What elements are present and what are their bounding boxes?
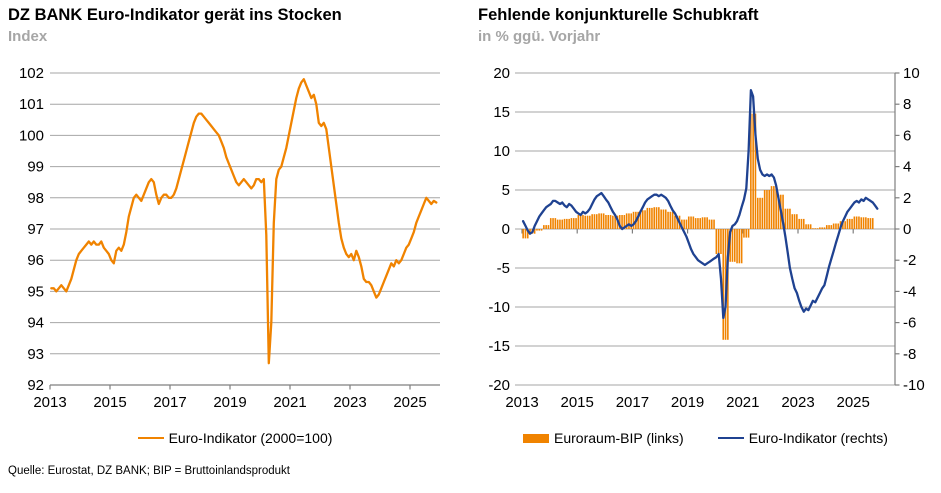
svg-text:6: 6 bbox=[903, 127, 911, 144]
svg-text:10: 10 bbox=[903, 65, 920, 82]
svg-text:2023: 2023 bbox=[333, 394, 366, 411]
svg-text:102: 102 bbox=[19, 65, 44, 82]
svg-text:2015: 2015 bbox=[561, 394, 594, 411]
svg-text:0: 0 bbox=[502, 221, 510, 238]
orange-line-swatch-icon bbox=[137, 437, 164, 439]
blue-line-swatch-icon bbox=[717, 437, 744, 439]
svg-text:2019: 2019 bbox=[213, 394, 246, 411]
right-chart-subtitle: in % ggü. Vorjahr bbox=[478, 28, 601, 45]
svg-text:98: 98 bbox=[27, 190, 44, 207]
svg-text:-20: -20 bbox=[488, 377, 510, 394]
legend-item-euroraum-bip: Euroraum-BIP (links) bbox=[523, 430, 684, 446]
svg-text:15: 15 bbox=[493, 104, 510, 121]
legend-label: Euroraum-BIP (links) bbox=[554, 430, 684, 446]
legend-item-euro-indikator-rechts: Euro-Indikator (rechts) bbox=[717, 430, 888, 446]
svg-text:-10: -10 bbox=[903, 377, 925, 394]
right-chart-panel: Fehlende konjunkturelle Schubkraft in % … bbox=[470, 0, 941, 460]
svg-text:8: 8 bbox=[903, 96, 911, 113]
legend-label: Euro-Indikator (2000=100) bbox=[168, 430, 333, 446]
svg-text:99: 99 bbox=[27, 159, 44, 176]
svg-text:0: 0 bbox=[903, 221, 911, 238]
left-chart-legend: Euro-Indikator (2000=100) bbox=[0, 430, 470, 446]
svg-text:-15: -15 bbox=[488, 338, 510, 355]
svg-text:-4: -4 bbox=[903, 283, 916, 300]
right-chart-legend: Euroraum-BIP (links) Euro-Indikator (rec… bbox=[470, 430, 941, 446]
right-chart-title: Fehlende konjunkturelle Schubkraft bbox=[478, 6, 759, 24]
svg-text:2017: 2017 bbox=[153, 394, 186, 411]
svg-text:4: 4 bbox=[903, 159, 911, 176]
svg-text:92: 92 bbox=[27, 377, 44, 394]
svg-text:20: 20 bbox=[493, 65, 510, 82]
svg-text:2015: 2015 bbox=[93, 394, 126, 411]
svg-text:-5: -5 bbox=[497, 260, 510, 277]
svg-text:2023: 2023 bbox=[781, 394, 814, 411]
svg-text:2013: 2013 bbox=[505, 394, 538, 411]
left-chart-title: DZ BANK Euro-Indikator gerät ins Stocken bbox=[8, 6, 342, 24]
svg-text:2025: 2025 bbox=[837, 394, 870, 411]
svg-text:2025: 2025 bbox=[393, 394, 426, 411]
svg-text:97: 97 bbox=[27, 221, 44, 238]
svg-text:95: 95 bbox=[27, 283, 44, 300]
svg-text:2019: 2019 bbox=[671, 394, 704, 411]
svg-text:-2: -2 bbox=[903, 252, 916, 269]
svg-text:2021: 2021 bbox=[726, 394, 759, 411]
svg-text:100: 100 bbox=[19, 127, 44, 144]
svg-text:93: 93 bbox=[27, 346, 44, 363]
svg-text:2021: 2021 bbox=[273, 394, 306, 411]
svg-text:-8: -8 bbox=[903, 346, 916, 363]
source-note: Quelle: Eurostat, DZ BANK; BIP = Bruttoi… bbox=[8, 465, 290, 477]
svg-text:2: 2 bbox=[903, 190, 911, 207]
svg-text:5: 5 bbox=[502, 182, 510, 199]
left-chart-plot: 92 93 94 95 96 97 98 99 100 101 102 2013 2015 2017 201… bbox=[19, 65, 440, 411]
svg-text:96: 96 bbox=[27, 252, 44, 269]
legend-label: Euro-Indikator (rechts) bbox=[748, 430, 888, 446]
legend-item-euro-indikator: Euro-Indikator (2000=100) bbox=[137, 430, 333, 446]
left-chart-panel: DZ BANK Euro-Indikator gerät ins Stocken… bbox=[0, 0, 470, 460]
svg-text:94: 94 bbox=[27, 315, 44, 332]
svg-text:-10: -10 bbox=[488, 299, 510, 316]
svg-text:101: 101 bbox=[19, 96, 44, 113]
left-chart-subtitle: Index bbox=[8, 28, 48, 45]
svg-text:2017: 2017 bbox=[616, 394, 649, 411]
svg-text:-6: -6 bbox=[903, 315, 916, 332]
orange-bar-swatch-icon bbox=[523, 433, 550, 443]
svg-text:10: 10 bbox=[493, 143, 510, 160]
svg-text:2013: 2013 bbox=[33, 394, 66, 411]
